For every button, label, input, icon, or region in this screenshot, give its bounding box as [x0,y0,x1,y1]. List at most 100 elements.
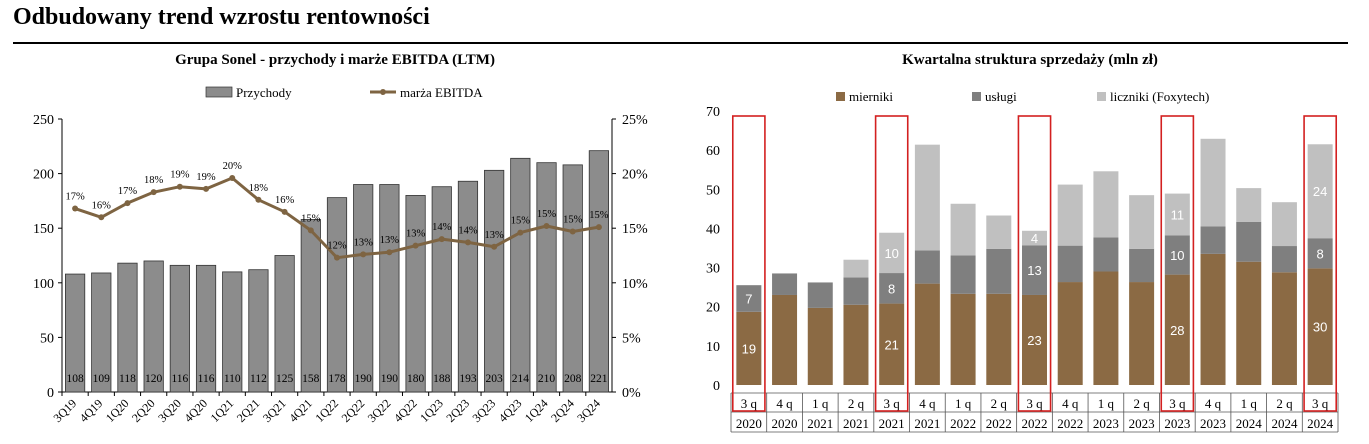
category-quarter-label: 4 q [1205,396,1222,411]
y-left-tick-label: 0 [47,386,54,401]
category-year-label: 2022 [986,416,1012,431]
revenue-bar-label: 118 [119,373,136,385]
stacked-segment-2 [1164,193,1190,236]
ebitda-margin-point [98,214,105,221]
revenue-bar-label: 112 [250,373,267,385]
ebitda-margin-label: 15% [511,216,531,227]
stacked-segment-2 [1093,171,1119,238]
segment-value-label: 28 [1170,323,1184,338]
y-right-tick-label: 25% [622,113,648,128]
y-left-tick-label: 150 [33,222,54,237]
category-year-label: 2024 [1307,416,1334,431]
category-year-label: 2022 [1022,416,1048,431]
category-year-label: 2021 [843,416,869,431]
y-tick-label: 30 [706,262,720,277]
ebitda-margin-point [517,229,524,236]
stacked-segment-0 [843,304,869,385]
stacked-segment-2 [986,215,1012,249]
segment-value-label: 23 [1027,333,1041,348]
y-right-tick-label: 20% [622,168,648,183]
revenue-bar [117,262,138,393]
ebitda-margin-point [229,174,236,181]
segment-value-label: 30 [1313,320,1327,335]
y-tick-label: 20 [706,301,720,316]
revenue-bar-label: 180 [407,373,425,385]
category-quarter-label: 1 q [812,396,829,411]
revenue-bar [510,157,531,393]
revenue-bar-label: 120 [145,373,163,385]
stacked-segment-1 [1057,245,1083,283]
category-year-label: 2024 [1236,416,1263,431]
segment-value-label: 8 [1317,246,1324,261]
ebitda-margin-point [569,228,576,235]
stacked-segment-0 [1307,268,1333,385]
category-quarter-label: 4 q [919,396,936,411]
category-quarter-label: 3 q [741,396,758,411]
stacked-segment-2 [950,203,976,256]
category-quarter-label: 1 q [955,396,972,411]
stacked-segment-0 [914,283,940,385]
stacked-segment-1 [807,282,833,308]
ebitda-margin-label: 13% [354,237,374,248]
revenue-bar [431,186,452,393]
revenue-bar [588,150,609,393]
category-quarter-label: 3 q [1169,396,1186,411]
segment-value-label: 19 [742,341,756,356]
ebitda-margin-point [334,254,340,261]
revenue-bar [484,169,505,393]
ebitda-margin-point [438,236,445,243]
highlight-frame-q3 [1017,115,1052,412]
ebitda-margin-label: 17% [118,186,138,197]
category-quarter-label: 4 q [1062,396,1079,411]
category-quarter-label: 3 q [1026,396,1043,411]
stacked-segment-1 [1236,221,1262,262]
revenue-bar [248,269,269,393]
category-quarter-label: 2 q [848,396,865,411]
legend-label-revenue: Przychody [236,85,292,100]
ebitda-margin-label: 18% [144,175,164,186]
stacked-segment-1 [950,255,976,294]
y-tick-label: 10 [706,340,720,355]
stacked-segment-0 [1022,294,1047,385]
stacked-segment-0 [950,293,976,385]
ebitda-margin-label: 16% [275,195,295,206]
y-tick-label: 0 [713,379,720,394]
right-chart-title: Kwartalna struktura sprzedaży (mln zł) [902,52,1158,68]
category-quarter-label: 3 q [884,396,901,411]
stacked-segment-2 [1129,195,1155,249]
legend-label-ebitda: marża EBITDA [400,85,483,100]
ebitda-margin-point [595,224,602,231]
stacked-segment-1 [1164,235,1190,275]
page-title: Odbudowany trend wzrostu rentowności [13,4,430,30]
stacked-segment-1 [1307,238,1333,269]
stacked-segment-2 [1236,188,1262,222]
stacked-segment-2 [1307,144,1333,239]
category-quarter-label: 2 q [1276,396,1293,411]
category-year-label: 2023 [1164,416,1190,431]
y-right-tick-label: 5% [622,331,641,346]
stacked-segment-1 [879,273,905,304]
category-quarter-label: 1 q [1241,396,1258,411]
stacked-segment-0 [1236,261,1262,385]
left-chart-title: Grupa Sonel - przychody i marże EBITDA (… [175,52,495,68]
y-tick-label: 60 [706,144,720,159]
stacked-segment-0 [772,294,798,385]
revenue-bar-label: 190 [355,373,373,385]
segment-value-label: 21 [884,337,898,352]
ebitda-margin-point [72,205,79,212]
revenue-bar-label: 109 [93,373,111,385]
stacked-segment-2 [1271,202,1297,247]
y-right-tick-label: 15% [622,222,648,237]
segment-value-label: 11 [1171,208,1185,223]
highlight-frame-q3 [874,115,909,412]
stacked-segment-2 [1022,230,1047,246]
revenue-bar-label: 221 [590,373,608,385]
stacked-segment-0 [1164,274,1190,385]
y-tick-label: 40 [706,222,720,237]
ebitda-margin-label: 18% [249,183,269,194]
stacked-segment-0 [879,303,905,385]
stacked-segment-1 [1200,226,1226,254]
ebitda-margin-label: 13% [380,235,400,246]
stacked-segment-1 [843,277,869,305]
